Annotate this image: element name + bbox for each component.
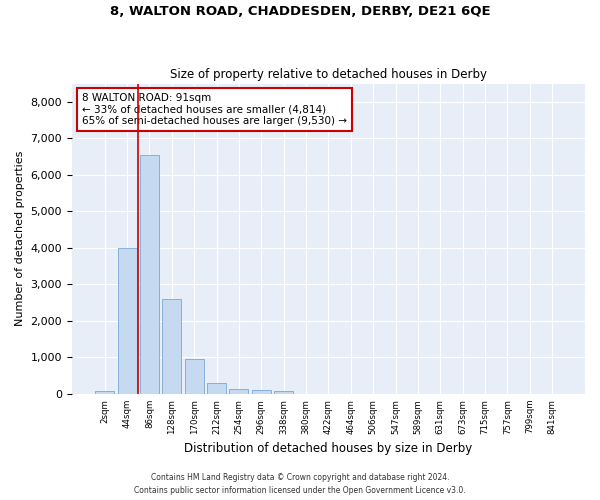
Bar: [140, 155, 159, 394]
Bar: [252, 390, 271, 394]
Bar: [274, 391, 293, 394]
X-axis label: Distribution of detached houses by size in Derby: Distribution of detached houses by size …: [184, 442, 473, 455]
Bar: [95, 391, 114, 394]
Bar: [229, 389, 248, 394]
Text: 8, WALTON ROAD, CHADDESDEN, DERBY, DE21 6QE: 8, WALTON ROAD, CHADDESDEN, DERBY, DE21 …: [110, 5, 490, 18]
Bar: [207, 382, 226, 394]
Text: Contains HM Land Registry data © Crown copyright and database right 2024.
Contai: Contains HM Land Registry data © Crown c…: [134, 474, 466, 495]
Text: 8 WALTON ROAD: 91sqm
← 33% of detached houses are smaller (4,814)
65% of semi-de: 8 WALTON ROAD: 91sqm ← 33% of detached h…: [82, 93, 347, 126]
Title: Size of property relative to detached houses in Derby: Size of property relative to detached ho…: [170, 68, 487, 81]
Bar: [163, 299, 181, 394]
Bar: [185, 359, 204, 394]
Y-axis label: Number of detached properties: Number of detached properties: [15, 151, 25, 326]
Bar: [118, 248, 137, 394]
